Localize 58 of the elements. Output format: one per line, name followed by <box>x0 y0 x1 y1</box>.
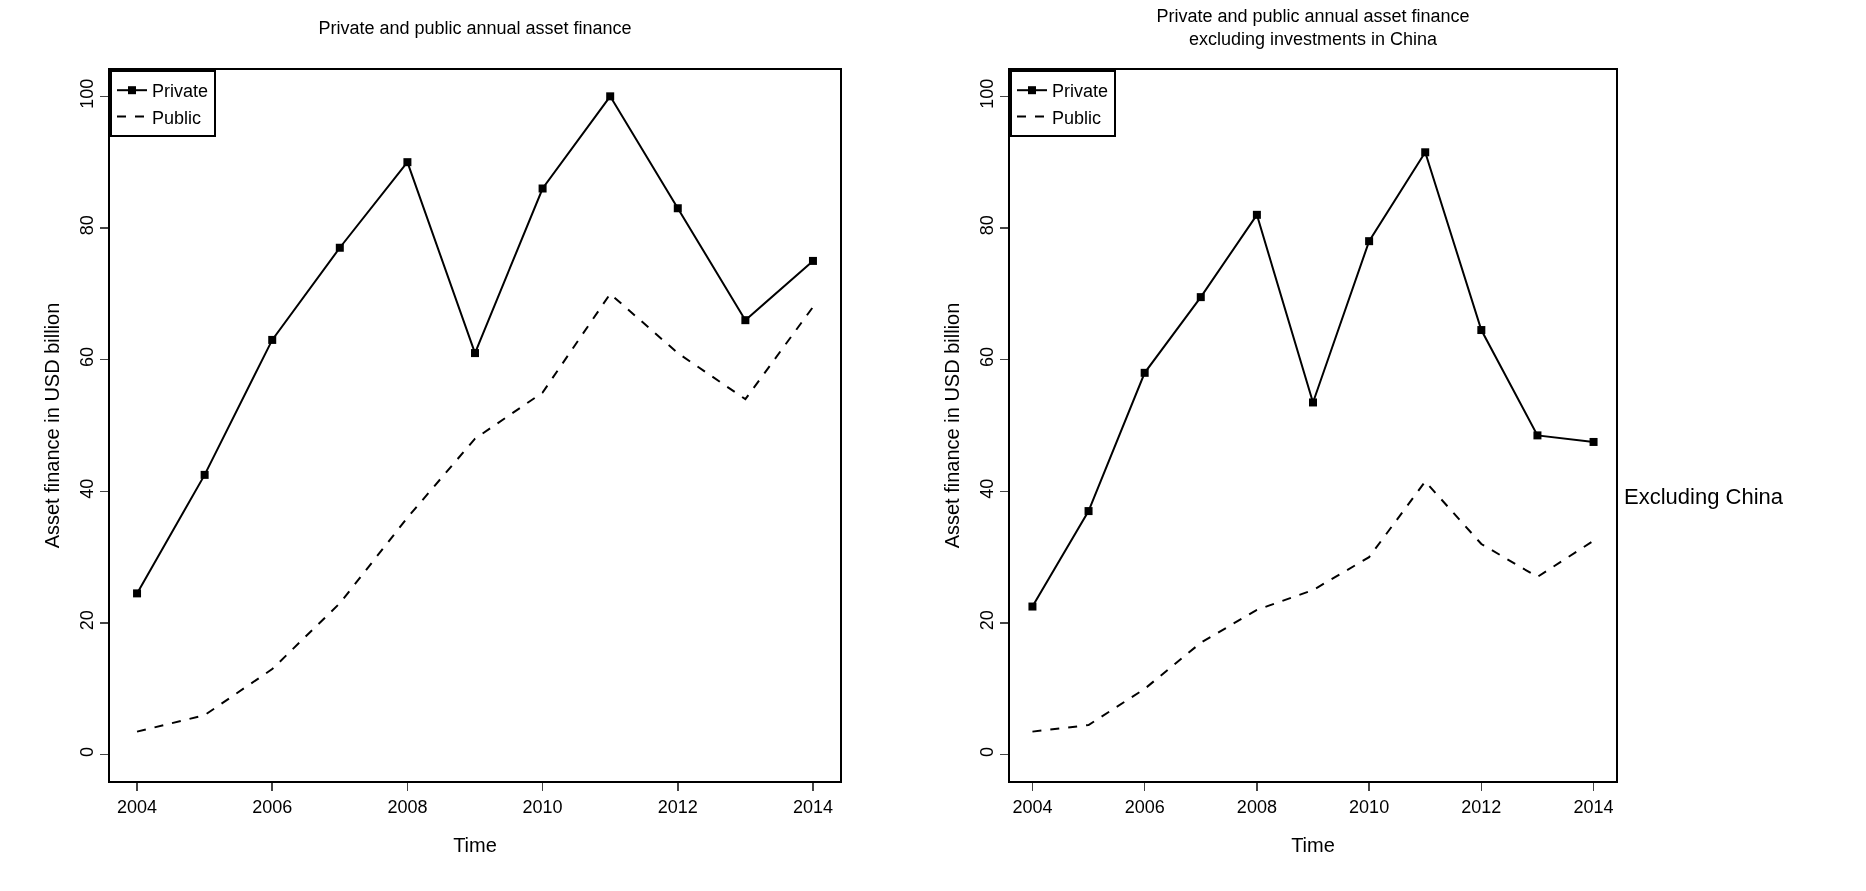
y-tick-label: 20 <box>976 610 997 631</box>
y-tick-label: 60 <box>76 346 97 367</box>
x-axis-title: Time <box>1291 834 1335 856</box>
x-tick-label: 2006 <box>252 796 293 817</box>
point <box>268 335 277 344</box>
x-tick-label: 2010 <box>1349 796 1390 817</box>
point <box>1365 237 1374 246</box>
point <box>1028 602 1037 611</box>
point <box>1140 368 1149 377</box>
y-tick-label: 40 <box>976 478 997 499</box>
y-axis-title: Asset finance in USD billion <box>41 302 63 549</box>
point <box>471 349 479 358</box>
line-series <box>1031 480 1595 733</box>
x-tick-label: 2014 <box>792 796 833 817</box>
x-tick-label: 2004 <box>1012 796 1053 817</box>
point <box>403 158 412 167</box>
text: Excluding China <box>1624 484 1784 509</box>
point <box>1309 398 1317 407</box>
legend-label: Private <box>1052 81 1109 102</box>
point <box>808 256 817 265</box>
legend-label: Public <box>152 107 202 128</box>
x-tick-label: 2014 <box>1573 796 1614 817</box>
point <box>335 243 344 252</box>
legend-label: Public <box>1052 107 1102 128</box>
point <box>133 589 142 598</box>
point <box>1589 437 1598 446</box>
y-tick-label: 80 <box>76 215 97 236</box>
chart-title: Private and public annual asset finance <box>318 18 632 39</box>
point <box>200 470 209 479</box>
point <box>606 92 615 101</box>
x-tick-label: 2008 <box>1236 796 1277 817</box>
legend-label: Private <box>152 81 209 102</box>
point <box>1533 431 1542 440</box>
point <box>1084 507 1093 516</box>
x-tick-label: 2004 <box>117 796 158 817</box>
point <box>538 184 547 193</box>
x-tick-label: 2012 <box>1461 796 1502 817</box>
y-tick-label: 20 <box>76 610 97 631</box>
point <box>1421 148 1430 157</box>
y-tick-label: 60 <box>976 346 997 367</box>
point <box>673 204 682 213</box>
y-axis-title: Asset finance in USD billion <box>941 302 963 549</box>
x-axis-title: Time <box>453 834 497 856</box>
y-tick-label: 100 <box>76 78 97 109</box>
point <box>741 316 750 325</box>
point <box>1196 293 1205 302</box>
y-tick-label: 0 <box>976 746 997 757</box>
point <box>1252 210 1261 219</box>
y-tick-label: 40 <box>76 478 97 499</box>
x-tick-label: 2006 <box>1124 796 1165 817</box>
y-tick-label: 100 <box>976 78 997 109</box>
x-tick-label: 2012 <box>657 796 698 817</box>
x-tick-label: 2008 <box>387 796 428 817</box>
chart-title: Private and public annual asset finance excluding investments in China <box>1156 5 1470 49</box>
x-tick-label: 2010 <box>522 796 563 817</box>
y-tick-label: 0 <box>76 746 97 757</box>
y-tick-label: 80 <box>976 215 997 236</box>
point <box>1477 326 1486 335</box>
